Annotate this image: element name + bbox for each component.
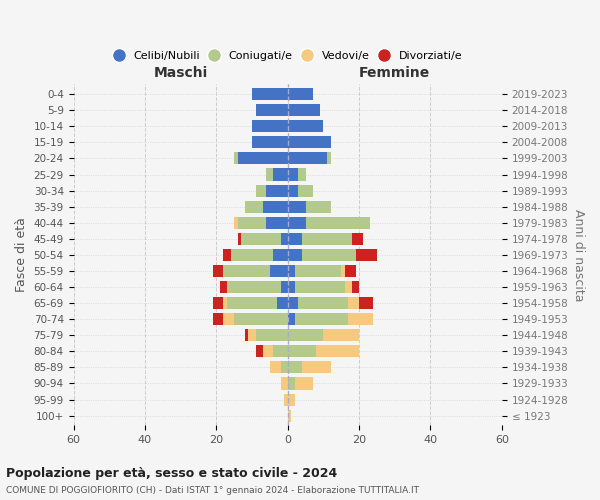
Bar [302, 249, 356, 261]
Bar [305, 200, 331, 212]
Bar [270, 265, 287, 277]
Bar [281, 362, 287, 374]
Bar [284, 394, 287, 406]
Bar [234, 313, 287, 325]
Bar [345, 265, 356, 277]
Bar [295, 281, 345, 293]
Bar [238, 216, 266, 229]
Bar [345, 281, 352, 293]
Bar [298, 184, 313, 196]
Bar [349, 313, 373, 325]
Bar [230, 249, 274, 261]
Bar [238, 233, 241, 245]
Bar [302, 233, 352, 245]
Bar [252, 88, 287, 100]
Text: Maschi: Maschi [154, 66, 208, 80]
Bar [266, 216, 287, 229]
Bar [287, 297, 298, 309]
Bar [316, 346, 359, 358]
Bar [302, 362, 331, 374]
Bar [295, 378, 313, 390]
Bar [213, 313, 223, 325]
Bar [287, 88, 313, 100]
Bar [287, 233, 302, 245]
Bar [263, 200, 287, 212]
Y-axis label: Fasce di età: Fasce di età [15, 218, 28, 292]
Bar [245, 200, 263, 212]
Bar [245, 329, 248, 342]
Y-axis label: Anni di nascita: Anni di nascita [572, 208, 585, 301]
Bar [287, 329, 323, 342]
Bar [274, 168, 287, 180]
Bar [287, 394, 295, 406]
Bar [223, 313, 234, 325]
Bar [256, 346, 263, 358]
Bar [359, 297, 373, 309]
Bar [234, 216, 238, 229]
Bar [356, 249, 377, 261]
Text: Popolazione per età, sesso e stato civile - 2024: Popolazione per età, sesso e stato civil… [6, 468, 337, 480]
Bar [256, 329, 287, 342]
Bar [349, 297, 359, 309]
Bar [298, 297, 349, 309]
Bar [277, 297, 287, 309]
Bar [281, 281, 287, 293]
Bar [227, 281, 281, 293]
Bar [227, 297, 277, 309]
Bar [352, 281, 359, 293]
Bar [287, 346, 316, 358]
Legend: Celibi/Nubili, Coniugati/e, Vedovi/e, Divorziati/e: Celibi/Nubili, Coniugati/e, Vedovi/e, Di… [109, 46, 467, 66]
Bar [352, 233, 362, 245]
Bar [252, 120, 287, 132]
Bar [274, 346, 287, 358]
Bar [287, 104, 320, 116]
Text: Femmine: Femmine [359, 66, 430, 80]
Bar [263, 346, 274, 358]
Bar [287, 362, 302, 374]
Bar [295, 265, 341, 277]
Bar [287, 120, 323, 132]
Bar [327, 152, 331, 164]
Bar [270, 362, 281, 374]
Bar [287, 313, 295, 325]
Bar [287, 410, 291, 422]
Bar [213, 297, 223, 309]
Bar [287, 216, 305, 229]
Bar [295, 313, 349, 325]
Bar [323, 329, 359, 342]
Bar [287, 168, 298, 180]
Bar [223, 249, 230, 261]
Bar [220, 281, 227, 293]
Bar [287, 200, 305, 212]
Bar [287, 136, 331, 148]
Bar [223, 265, 270, 277]
Bar [281, 233, 287, 245]
Bar [287, 265, 295, 277]
Bar [274, 249, 287, 261]
Bar [298, 168, 305, 180]
Bar [252, 136, 287, 148]
Bar [256, 104, 287, 116]
Bar [266, 184, 287, 196]
Bar [256, 184, 266, 196]
Bar [287, 152, 327, 164]
Bar [223, 297, 227, 309]
Bar [305, 216, 370, 229]
Bar [266, 168, 274, 180]
Bar [287, 281, 295, 293]
Bar [248, 329, 256, 342]
Bar [341, 265, 345, 277]
Bar [213, 265, 223, 277]
Bar [281, 378, 287, 390]
Text: COMUNE DI POGGIOFIORITO (CH) - Dati ISTAT 1° gennaio 2024 - Elaborazione TUTTITA: COMUNE DI POGGIOFIORITO (CH) - Dati ISTA… [6, 486, 419, 495]
Bar [287, 249, 302, 261]
Bar [287, 184, 298, 196]
Bar [234, 152, 238, 164]
Bar [238, 152, 287, 164]
Bar [241, 233, 281, 245]
Bar [287, 378, 295, 390]
